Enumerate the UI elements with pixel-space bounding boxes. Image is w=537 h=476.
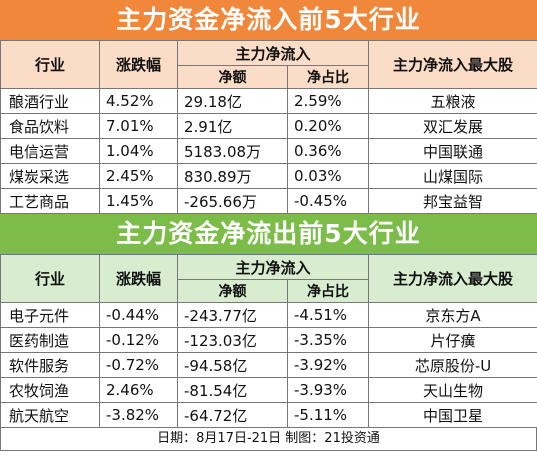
change-cell: -0.72%	[99, 352, 178, 378]
industry-cell: 工艺商品	[0, 188, 100, 214]
ratio-cell: -5.11%	[286, 402, 370, 428]
industry-cell: 电信运营	[0, 138, 100, 164]
amount-cell: -243.77亿	[177, 302, 288, 328]
amount-cell: -265.66万	[177, 188, 288, 214]
table-row: 农牧饲渔 2.46% -81.54亿 -3.93% 天山生物	[0, 377, 537, 403]
industry-cell: 酿酒行业	[0, 88, 100, 114]
industry-cell: 软件服务	[0, 352, 100, 378]
outflow-header-industry: 行业	[0, 254, 100, 303]
ratio-cell: -4.51%	[286, 302, 370, 328]
ratio-cell: 0.03%	[286, 163, 370, 189]
industry-cell: 航天航空	[0, 402, 100, 428]
amount-cell: 2.91亿	[177, 113, 288, 139]
inflow-title: 主力资金净流入前5大行业	[0, 0, 537, 40]
change-cell: 1.45%	[99, 188, 178, 214]
stock-cell: 芯原股份-U	[368, 352, 537, 378]
change-cell: 7.01%	[99, 113, 178, 139]
table-row: 煤炭采选 2.45% 830.89万 0.03% 山煤国际	[0, 163, 537, 189]
outflow-title: 主力资金净流出前5大行业	[0, 214, 537, 254]
outflow-header-top-stock: 主力净流入最大股	[368, 254, 537, 303]
inflow-header-amount: 净额	[177, 65, 288, 89]
ratio-cell: -3.93%	[286, 377, 370, 403]
outflow-header-netflow: 主力净流入	[176, 254, 370, 280]
change-cell: -3.82%	[99, 402, 178, 428]
outflow-header-amount: 净额	[177, 279, 288, 303]
stock-cell: 山煤国际	[368, 163, 537, 189]
change-cell: 4.52%	[99, 88, 178, 114]
footer-credit: 日期：8月17日-21日 制图：21投资通	[0, 428, 537, 451]
change-cell: 1.04%	[99, 138, 178, 164]
change-cell: 2.45%	[99, 163, 178, 189]
stock-cell: 片仔癀	[368, 327, 537, 353]
inflow-header-industry: 行业	[0, 40, 100, 89]
table-row: 酿酒行业 4.52% 29.18亿 2.59% 五粮液	[0, 88, 537, 114]
outflow-header-ratio: 净占比	[286, 279, 370, 303]
industry-cell: 电子元件	[0, 302, 100, 328]
outflow-header-change: 涨跌幅	[99, 254, 178, 303]
change-cell: -0.44%	[99, 302, 178, 328]
inflow-header-change: 涨跌幅	[99, 40, 178, 89]
outflow-table: 行业 涨跌幅 主力净流入 主力净流入最大股 净额 净占比 电子元件 -0.44%…	[0, 254, 537, 428]
stock-cell: 邦宝益智	[368, 188, 537, 214]
change-cell: -0.12%	[99, 327, 178, 353]
ratio-cell: 0.20%	[286, 113, 370, 139]
industry-cell: 食品饮料	[0, 113, 100, 139]
table-row: 航天航空 -3.82% -64.72亿 -5.11% 中国卫星	[0, 402, 537, 428]
amount-cell: -81.54亿	[177, 377, 288, 403]
industry-cell: 医药制造	[0, 327, 100, 353]
table-row: 软件服务 -0.72% -94.58亿 -3.92% 芯原股份-U	[0, 352, 537, 378]
inflow-header-netflow: 主力净流入	[176, 40, 370, 66]
inflow-table: 行业 涨跌幅 主力净流入 主力净流入最大股 净额 净占比 酿酒行业 4.52% …	[0, 40, 537, 214]
table-row: 食品饮料 7.01% 2.91亿 0.20% 双汇发展	[0, 113, 537, 139]
amount-cell: -94.58亿	[177, 352, 288, 378]
table-row: 工艺商品 1.45% -265.66万 -0.45% 邦宝益智	[0, 188, 537, 214]
amount-cell: -64.72亿	[177, 402, 288, 428]
ratio-cell: 2.59%	[286, 88, 370, 114]
table-row: 电信运营 1.04% 5183.08万 0.36% 中国联通	[0, 138, 537, 164]
inflow-header-ratio: 净占比	[286, 65, 370, 89]
stock-cell: 中国卫星	[368, 402, 537, 428]
table-row: 医药制造 -0.12% -123.03亿 -3.35% 片仔癀	[0, 327, 537, 353]
stock-cell: 中国联通	[368, 138, 537, 164]
amount-cell: 830.89万	[177, 163, 288, 189]
ratio-cell: -3.92%	[286, 352, 370, 378]
table-row: 电子元件 -0.44% -243.77亿 -4.51% 京东方A	[0, 302, 537, 328]
ratio-cell: 0.36%	[286, 138, 370, 164]
ratio-cell: -3.35%	[286, 327, 370, 353]
industry-cell: 煤炭采选	[0, 163, 100, 189]
amount-cell: -123.03亿	[177, 327, 288, 353]
stock-cell: 京东方A	[368, 302, 537, 328]
amount-cell: 5183.08万	[177, 138, 288, 164]
inflow-header-top-stock: 主力净流入最大股	[368, 40, 537, 89]
stock-cell: 天山生物	[368, 377, 537, 403]
industry-cell: 农牧饲渔	[0, 377, 100, 403]
stock-cell: 五粮液	[368, 88, 537, 114]
ratio-cell: -0.45%	[286, 188, 370, 214]
change-cell: 2.46%	[99, 377, 178, 403]
amount-cell: 29.18亿	[177, 88, 288, 114]
stock-cell: 双汇发展	[368, 113, 537, 139]
